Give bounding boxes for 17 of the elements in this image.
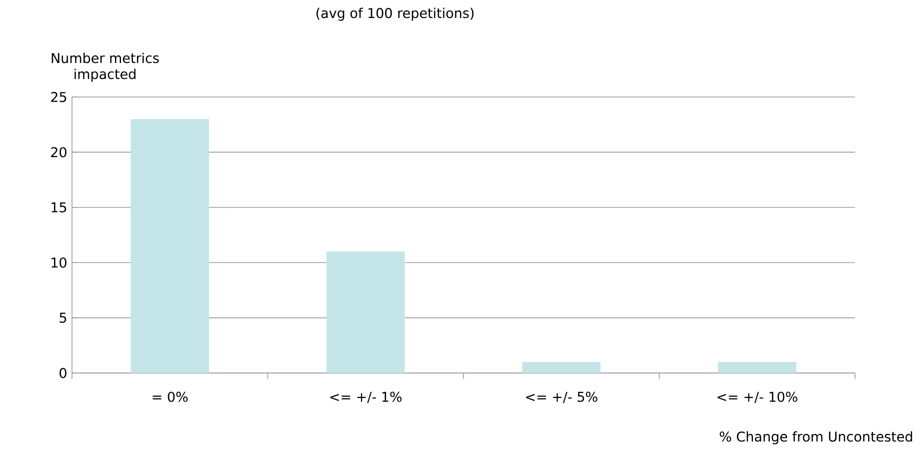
- x-tick-label: = 0%: [152, 392, 188, 402]
- y-tick-label: 10: [52, 257, 66, 268]
- bar: [522, 362, 601, 373]
- x-axis-title: % Change from Uncontested: [720, 431, 912, 444]
- x-tick-label: <= +/- 10%: [718, 392, 798, 403]
- chart-subtitle: (avg of 100 repetitions): [316, 8, 474, 21]
- y-tick-label: 20: [51, 147, 66, 158]
- y-tick-label: 0: [60, 368, 66, 378]
- x-tick-label: <= +/- 5%: [526, 392, 598, 403]
- y-axis-title: Number metrics impacted: [52, 52, 159, 82]
- y-tick-label: 5: [60, 312, 66, 323]
- x-tick-label: <= +/- 1%: [330, 392, 402, 403]
- y-tick-label: 25: [51, 92, 66, 102]
- bar: [130, 119, 210, 373]
- bar: [326, 252, 405, 373]
- y-tick-label: 15: [52, 202, 66, 212]
- bar: [718, 362, 796, 373]
